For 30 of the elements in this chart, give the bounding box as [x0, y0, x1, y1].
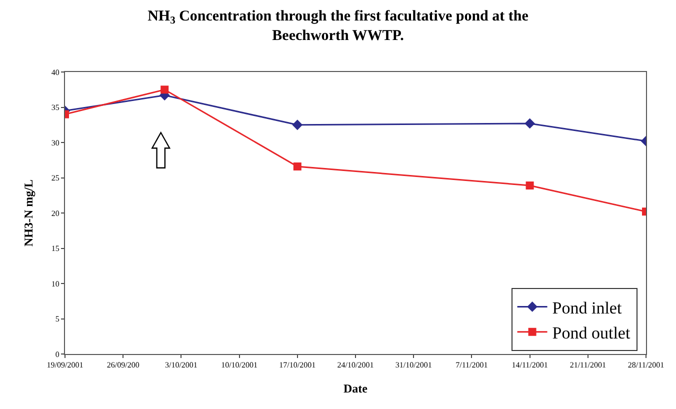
- legend-label: Pond outlet: [552, 323, 630, 342]
- y-tick-label: 0: [55, 350, 60, 359]
- x-tick-label: 7/11/2001: [456, 360, 488, 370]
- y-tick-label: 5: [55, 314, 60, 324]
- x-tick-label: 28/11/2001: [628, 360, 664, 370]
- x-tick-label: 17/10/2001: [279, 360, 316, 370]
- y-tick-label: 15: [51, 244, 60, 254]
- y-tick-label: 40: [51, 68, 60, 77]
- y-tick-label: 35: [51, 103, 60, 112]
- legend-label: Pond inlet: [552, 298, 622, 318]
- point: [292, 120, 303, 130]
- point: [526, 182, 534, 190]
- x-tick-label: 26/09/200: [106, 360, 140, 370]
- point: [293, 162, 302, 170]
- y-tick-label: 25: [51, 174, 60, 183]
- y-tick-label: 20: [51, 208, 60, 218]
- x-tick-label: 3/10/2001: [164, 360, 198, 370]
- chart-title: NH$_{3}$ Concentration through the first facultative pond at the Beechworth WWTP.: [148, 8, 529, 44]
- x-tick-label: 10/10/2001: [221, 360, 258, 370]
- x-tick-label: 31/10/2001: [395, 360, 432, 370]
- y-tick-label: 10: [51, 279, 60, 288]
- x-tick-label: 24/10/2001: [337, 360, 374, 370]
- y-tick-label: 30: [51, 138, 60, 148]
- point: [160, 86, 169, 94]
- x-tick-label: 19/09/2001: [46, 360, 84, 370]
- y-axis-title: NH3-N mg/L: [22, 180, 36, 246]
- x-tick-label: 21/11/2001: [570, 360, 606, 370]
- x-axis-title: Date: [344, 382, 368, 396]
- point: [524, 118, 535, 129]
- x-tick-label: 14/11/2001: [512, 360, 548, 370]
